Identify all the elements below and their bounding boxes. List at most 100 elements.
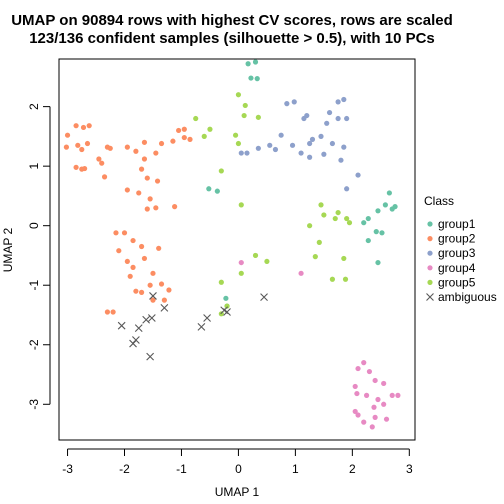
point-group1	[361, 220, 367, 226]
point-group4	[372, 414, 378, 420]
point-group3	[289, 142, 296, 148]
point-group5	[241, 112, 247, 119]
point-group5	[235, 92, 242, 98]
point-group4	[371, 404, 377, 410]
x-tick-label: 1	[292, 462, 299, 476]
point-group2	[147, 196, 153, 202]
point-ambiguous	[134, 324, 143, 332]
point-group5	[332, 215, 338, 222]
point-group5	[232, 132, 239, 138]
y-axis-label: UMAP 2	[1, 227, 15, 272]
point-ambiguous	[197, 323, 206, 331]
point-group5	[218, 168, 224, 174]
point-group3	[267, 142, 273, 148]
legend-label-group5: group5	[438, 275, 476, 289]
point-group5	[341, 255, 347, 262]
point-group3	[335, 99, 341, 105]
point-group3	[272, 146, 279, 153]
point-ambiguous	[146, 352, 155, 361]
point-group2	[121, 230, 128, 236]
x-tick-label: 2	[349, 462, 356, 476]
point-group2	[138, 289, 145, 295]
point-group2	[79, 146, 85, 153]
point-group1	[382, 202, 388, 208]
point-group2	[130, 237, 136, 244]
point-group2	[113, 230, 119, 236]
point-group2	[150, 270, 156, 276]
legend-label-group1: group1	[438, 217, 476, 231]
point-group3	[324, 120, 330, 126]
point-group3	[326, 109, 333, 116]
point-group1	[375, 208, 381, 214]
point-group5	[242, 102, 248, 109]
point-group4	[354, 390, 360, 397]
point-group2	[110, 309, 116, 315]
point-group2	[64, 132, 71, 138]
y-tick-label: 1	[27, 163, 41, 170]
point-group1	[375, 259, 381, 266]
x-tick-label: -2	[119, 462, 130, 476]
point-group4	[355, 365, 361, 372]
legend-swatch-group1	[427, 221, 433, 227]
point-group2	[124, 187, 130, 193]
data-points	[63, 59, 401, 430]
point-group2	[170, 138, 176, 144]
point-group2	[138, 243, 145, 250]
point-group2	[84, 140, 91, 147]
point-group2	[147, 282, 153, 288]
point-group2	[73, 164, 79, 170]
point-group2	[141, 139, 148, 145]
point-group2	[172, 204, 178, 210]
point-group4	[298, 270, 304, 276]
point-group4	[395, 392, 401, 398]
point-group5	[321, 212, 327, 218]
y-tick-label: -3	[27, 399, 41, 410]
point-group4	[366, 368, 373, 375]
point-group2	[136, 190, 142, 196]
point-group2	[63, 144, 70, 150]
point-group2	[158, 281, 165, 287]
point-group5	[307, 223, 313, 229]
point-group3	[341, 144, 347, 150]
point-group4	[381, 380, 387, 387]
legend: Class group1group2group3group4group5ambi…	[424, 194, 497, 304]
point-group2	[96, 156, 102, 162]
point-group2	[166, 287, 172, 293]
point-group4	[355, 412, 361, 418]
point-ambiguous	[117, 321, 126, 330]
point-group3	[238, 150, 244, 156]
point-group3	[284, 101, 290, 107]
point-group3	[307, 140, 313, 147]
point-group5	[193, 115, 199, 122]
point-group1	[223, 295, 229, 301]
x-tick-label: 3	[406, 462, 413, 476]
y-tick-label: 0	[27, 222, 41, 229]
point-group2	[141, 156, 148, 162]
point-ambiguous	[129, 339, 137, 348]
point-group4	[372, 377, 378, 384]
y-tick-label: -2	[27, 339, 41, 350]
point-group5	[264, 258, 270, 265]
point-ambiguous	[160, 303, 169, 312]
point-group5	[255, 114, 261, 120]
point-group2	[144, 206, 150, 212]
point-group2	[124, 258, 130, 265]
point-ambiguous	[260, 293, 268, 302]
point-group3	[298, 150, 304, 156]
point-group2	[133, 148, 139, 154]
x-tick-label: -3	[62, 462, 73, 476]
point-group3	[344, 115, 350, 122]
point-ambiguous	[147, 314, 156, 322]
point-group2	[153, 205, 159, 211]
y-tick-label: -1	[27, 280, 41, 291]
point-group2	[104, 309, 111, 315]
point-group3	[244, 150, 250, 156]
point-group2	[181, 134, 187, 141]
point-ambiguous	[149, 292, 157, 300]
x-axis-label: UMAP 1	[215, 485, 260, 499]
chart-title-line-2: 123/136 confident samples (silhouette > …	[29, 30, 435, 47]
point-group4	[361, 360, 367, 366]
point-group5	[224, 303, 230, 309]
point-group5	[312, 254, 318, 260]
point-group4	[361, 419, 367, 425]
